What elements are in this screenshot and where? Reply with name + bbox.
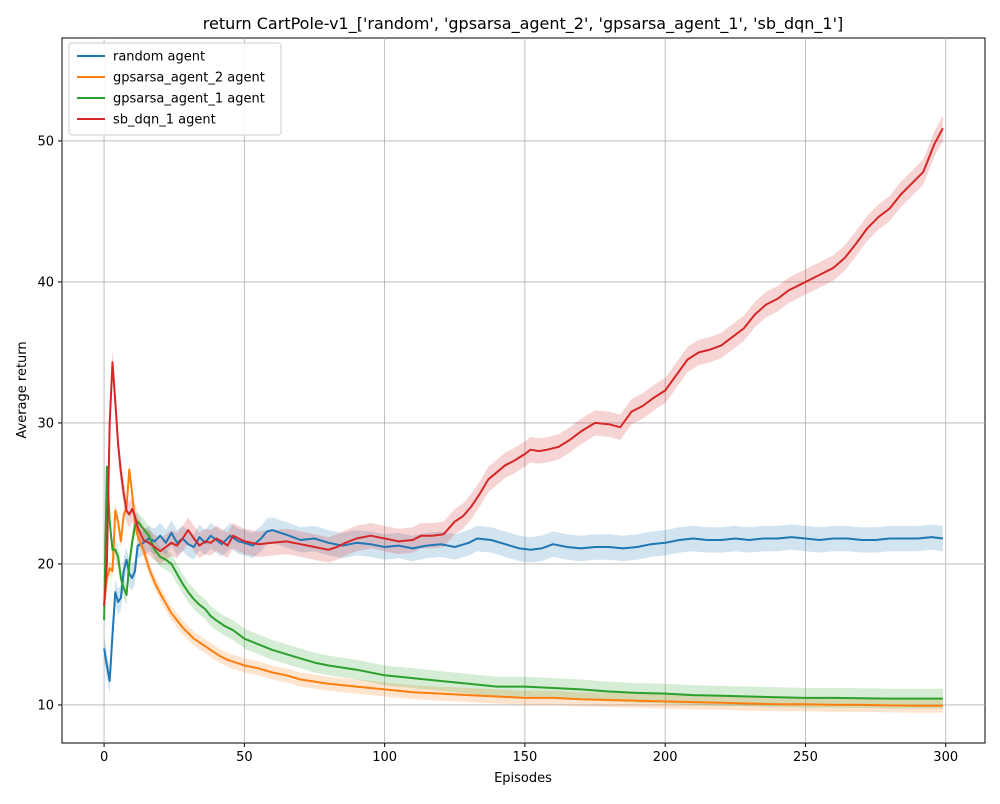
series-band-0	[104, 517, 943, 694]
series-band-1	[104, 462, 943, 713]
legend-label: gpsarsa_agent_2 agent	[113, 71, 265, 86]
series-line-1	[103, 468, 943, 707]
confidence-bands	[104, 115, 943, 713]
y-tick-label: 20	[37, 557, 54, 572]
series-lines	[103, 127, 944, 707]
grid	[62, 38, 985, 743]
x-tick-label: 300	[933, 750, 958, 765]
y-tick-label: 50	[37, 134, 54, 149]
x-tick-label: 200	[653, 750, 678, 765]
x-tick-label: 50	[236, 750, 253, 765]
legend: random agent gpsarsa_agent_2 agent gpsarsa…	[68, 42, 282, 136]
legend-label: random agent	[113, 50, 205, 65]
x-tick-label: 250	[793, 750, 818, 765]
x-axis-label: Episodes	[494, 771, 552, 786]
y-tick-label: 10	[37, 698, 54, 713]
series-line-3	[103, 127, 944, 607]
legend-label: sb_dqn_1 agent	[113, 113, 216, 128]
axis-ticks: 0 50 100 150 200 250 300 10 20 30 40 50	[37, 134, 958, 765]
y-tick-label: 30	[37, 416, 54, 431]
legend-label: gpsarsa_agent_1 agent	[113, 92, 265, 107]
legend-box	[68, 42, 282, 136]
x-tick-label: 100	[372, 750, 397, 765]
y-tick-label: 40	[37, 275, 54, 290]
x-tick-label: 150	[512, 750, 537, 765]
series-band-2	[104, 456, 943, 709]
series-line-2	[103, 465, 943, 700]
chart-title: return CartPole-v1_['random', 'gpsarsa_a…	[203, 14, 844, 34]
x-tick-label: 0	[100, 750, 108, 765]
plot-frame	[61, 37, 986, 744]
series-line-0	[103, 529, 944, 682]
y-axis-label: Average return	[15, 341, 30, 438]
